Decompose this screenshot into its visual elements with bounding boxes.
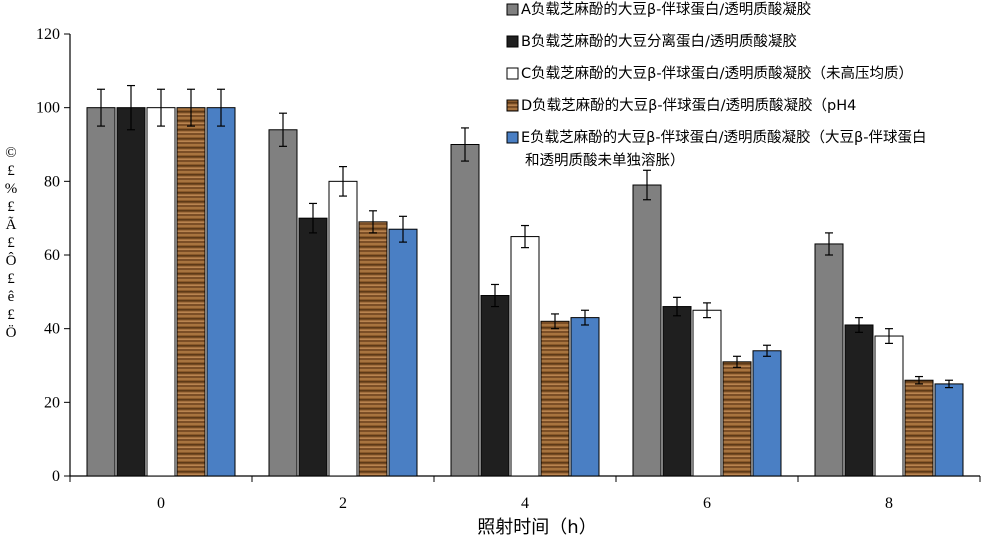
- error-bar: [825, 232, 833, 256]
- legend: A负载芝麻酚的大豆β-伴球蛋白/透明质酸凝胶 B负载芝麻酚的大豆分离蛋白/透明质酸…: [506, 1, 927, 169]
- legend-swatch: [506, 99, 519, 112]
- y-axis-title-glyph: £: [7, 163, 15, 179]
- y-axis-title-glyph: %: [5, 181, 18, 197]
- error-bar: [97, 88, 105, 127]
- bar: [632, 184, 662, 477]
- bar: [692, 309, 722, 477]
- bar: [844, 324, 874, 477]
- x-tick-label: 0: [157, 495, 165, 512]
- y-axis-title-glyph: Ö: [6, 324, 17, 341]
- legend-label: A负载芝麻酚的大豆β-伴球蛋白/透明质酸凝胶: [521, 1, 811, 18]
- bar: [450, 144, 480, 477]
- y-axis-title-glyph: Ô: [6, 252, 17, 269]
- error-bar: [673, 296, 681, 317]
- legend-label: E负载芝麻酚的大豆β-伴球蛋白/透明质酸凝胶（大豆β-伴球蛋白: [521, 129, 927, 146]
- bar: [268, 129, 298, 477]
- bar: [206, 107, 236, 477]
- bar: [116, 107, 146, 477]
- x-tick-label: 2: [339, 495, 347, 512]
- y-axis-title-glyph: ©: [5, 145, 16, 161]
- bar: [814, 243, 844, 477]
- x-axis-title: 照射时间（h）: [477, 517, 596, 538]
- y-tick-label: 40: [44, 321, 60, 338]
- y-axis-title: ©£%£Ã£Ô£ê£Ö: [5, 145, 18, 341]
- error-bar: [217, 88, 225, 127]
- x-tick-label: 4: [521, 495, 529, 512]
- error-bar: [369, 210, 377, 234]
- error-bar: [551, 313, 559, 330]
- x-axis: 0 2 4 6 8: [69, 475, 981, 512]
- legend-item: E负载芝麻酚的大豆β-伴球蛋白/透明质酸凝胶（大豆β-伴球蛋白和透明质酸未单独溶…: [506, 129, 927, 169]
- bar: [86, 107, 116, 477]
- y-axis-title-glyph: £: [7, 199, 15, 215]
- bar: [388, 228, 418, 477]
- error-bar: [157, 88, 165, 127]
- legend-item: C负载芝麻酚的大豆β-伴球蛋白/透明质酸凝胶（未高压均质）: [506, 65, 913, 82]
- legend-label: D负载芝麻酚的大豆β-伴球蛋白/透明质酸凝胶（pH4: [521, 97, 856, 114]
- error-bar: [127, 84, 135, 131]
- bar: [904, 379, 934, 477]
- x-tick-label: 8: [885, 495, 893, 512]
- error-bar: [521, 224, 529, 249]
- bar: [480, 295, 510, 477]
- legend-swatch: [506, 3, 519, 16]
- legend-label: B负载芝麻酚的大豆分离蛋白/透明质酸凝胶: [521, 33, 797, 50]
- bar: [358, 221, 388, 477]
- error-bar: [945, 379, 953, 389]
- y-axis-title-glyph: £: [7, 307, 15, 323]
- error-bar: [279, 112, 287, 147]
- y-axis: 0 20 40 60 80 100 120: [36, 26, 71, 485]
- error-bar: [885, 328, 893, 344]
- bars: [86, 107, 964, 477]
- error-bar: [581, 309, 589, 326]
- legend-item: A负载芝麻酚的大豆β-伴球蛋白/透明质酸凝胶: [506, 1, 811, 18]
- error-bar: [855, 317, 863, 333]
- legend-item: B负载芝麻酚的大豆分离蛋白/透明质酸凝胶: [506, 33, 797, 50]
- error-bar: [309, 202, 317, 234]
- legend-swatch: [506, 67, 519, 80]
- y-tick-label: 0: [52, 468, 60, 485]
- bar: [298, 217, 328, 477]
- bar: [934, 383, 964, 477]
- x-tick-label: 6: [703, 495, 711, 512]
- bar: [328, 180, 358, 477]
- bar: [510, 236, 540, 477]
- error-bar: [643, 169, 651, 201]
- legend-label: C负载芝麻酚的大豆β-伴球蛋白/透明质酸凝胶（未高压均质）: [521, 65, 913, 82]
- y-tick-label: 60: [44, 247, 60, 264]
- y-axis-title-glyph: ê: [8, 289, 15, 305]
- error-bar: [703, 302, 711, 319]
- y-tick-label: 20: [44, 394, 60, 411]
- error-bar: [915, 375, 923, 385]
- error-bar: [733, 355, 741, 368]
- legend-item: D负载芝麻酚的大豆β-伴球蛋白/透明质酸凝胶（pH4: [506, 97, 856, 114]
- error-bars: [97, 84, 953, 389]
- y-tick-label: 100: [36, 100, 60, 117]
- bar: [146, 107, 176, 477]
- bar: [176, 107, 206, 477]
- y-axis-title-glyph: £: [7, 271, 15, 287]
- bar: [722, 361, 752, 477]
- bar: [874, 335, 904, 477]
- error-bar: [399, 215, 407, 243]
- legend-label: 和透明质酸未单独溶胀）: [525, 152, 685, 169]
- bar: [570, 317, 600, 477]
- error-bar: [461, 127, 469, 162]
- y-axis-title-glyph: £: [7, 235, 15, 251]
- y-tick-label: 80: [44, 173, 60, 190]
- y-axis-title-glyph: Ã: [6, 217, 17, 233]
- bar: [540, 320, 570, 477]
- y-tick-label: 120: [36, 26, 60, 43]
- error-bar: [187, 88, 195, 127]
- bar: [662, 306, 692, 477]
- legend-swatch: [506, 131, 519, 144]
- legend-swatch: [506, 35, 519, 48]
- bar: [752, 350, 782, 477]
- error-bar: [763, 344, 771, 357]
- error-bar: [491, 283, 499, 308]
- error-bar: [339, 166, 347, 197]
